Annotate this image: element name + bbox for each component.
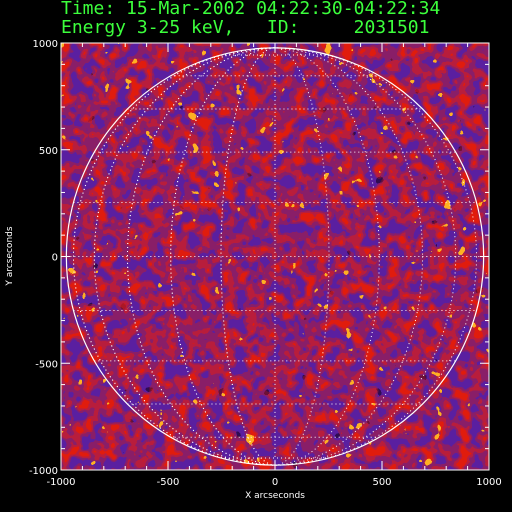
x-tick-label: 1000 (476, 477, 501, 488)
time-label: Time: (61, 0, 116, 19)
axis-tick-labels: -1000 -500 0 500 1000 1000 500 0 -500 -1000 (29, 39, 502, 488)
x-tick-label: -500 (157, 477, 180, 488)
x-tick-label: 0 (272, 477, 278, 488)
y-tick-label: 500 (39, 146, 58, 157)
time-header: Time: 15-Mar-2002 04:22:30-04:22:34 (61, 0, 440, 18)
grid-meridian (126, 47, 424, 466)
x-tick-label: 500 (372, 477, 391, 488)
y-axis-label: Y arcseconds (5, 226, 15, 286)
y-tick-label: 1000 (33, 39, 58, 50)
axis-ticks (60, 42, 490, 471)
energy-label: Energy 3-25 keV, (61, 17, 235, 38)
x-axis-label: X arcseconds (245, 491, 305, 501)
grid-meridian (72, 47, 478, 466)
id-label: ID: (266, 17, 300, 38)
heliographic-grid (66, 47, 484, 466)
y-tick-label: -500 (35, 359, 58, 370)
emission-map (61, 43, 489, 470)
y-tick-label: 0 (52, 253, 58, 264)
grid-meridian (93, 47, 457, 466)
id-value: 2031501 (353, 17, 430, 38)
x-tick-label: -1000 (46, 477, 75, 488)
time-value: 15-Mar-2002 04:22:30-04:22:34 (126, 0, 441, 19)
energy-header: Energy 3-25 keV, ID: 2031501 (61, 19, 429, 37)
y-tick-label: -1000 (29, 466, 58, 477)
